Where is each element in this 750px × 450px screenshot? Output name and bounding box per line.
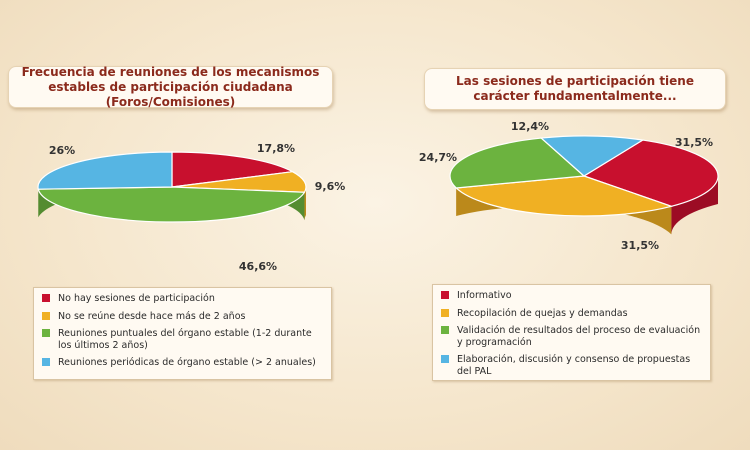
legend-swatch (42, 329, 50, 337)
slice-value-label: 31,5% (621, 239, 659, 252)
legend-item: Recopilación de quejas y demandas (441, 308, 702, 320)
legend-label: Recopilación de quejas y demandas (457, 307, 628, 319)
legend-swatch (42, 358, 50, 366)
pie-slice (582, 139, 719, 207)
legend-swatch (42, 311, 50, 320)
legend-swatch (441, 308, 449, 317)
slice-value-label: 9,6% (315, 180, 346, 193)
slice-value-label: 46,6% (239, 260, 277, 273)
chart-title-left-text: Frecuencia de reuniones de los mecanismo… (21, 64, 320, 109)
pie-slice (539, 135, 645, 177)
legend-item: Reuniones puntuales del órgano estable (… (42, 328, 323, 351)
legend-item: No se reúne desde hace más de 2 años (42, 311, 323, 323)
legend-right: Informativo Recopilación de quejas y dem… (432, 284, 711, 381)
slice-value-label: 17,8% (257, 142, 295, 155)
legend-item: Validación de resultados del proceso de … (441, 325, 702, 348)
pie-chart-right: 31,5% 31,5% 24,7% 12,4% (419, 120, 719, 252)
legend-label: Reuniones puntuales del órgano estable (… (58, 328, 312, 351)
pie-slice-side (304, 187, 306, 221)
legend-swatch (441, 355, 449, 363)
slice-value-label: 12,4% (511, 120, 549, 133)
pie-slice (37, 151, 173, 190)
slice-value-label: 26% (49, 144, 75, 157)
legend-item: Elaboración, discusión y consenso de pro… (441, 354, 702, 377)
legend-label: Validación de resultados del proceso de … (457, 325, 701, 348)
legend-label: No hay sesiones de participación (58, 293, 215, 304)
slice-value-label: 24,7% (419, 151, 457, 164)
slice-value-label: 31,5% (675, 136, 713, 149)
chart-title-left: Frecuencia de reuniones de los mecanismo… (8, 64, 333, 109)
legend-swatch (441, 291, 449, 299)
pie-slice (454, 175, 674, 217)
legend-item: No hay sesiones de participación (42, 293, 323, 305)
legend-label: No se reúne desde hace más de 2 años (58, 310, 246, 322)
legend-swatch (42, 294, 50, 302)
legend-label: Elaboración, discusión y consenso de pro… (457, 354, 691, 377)
legend-left: No hay sesiones de participación No se r… (33, 287, 332, 380)
pie-slice (171, 151, 295, 188)
chart-title-right: Las sesiones de participación tiene cará… (424, 68, 726, 110)
legend-swatch (441, 326, 449, 334)
pie-slice (449, 137, 586, 189)
legend-label: Reuniones periódicas de órgano estable (… (58, 357, 316, 368)
legend-item: Reuniones periódicas de órgano estable (… (42, 357, 323, 369)
legend-item: Informativo (441, 290, 702, 302)
pie-slice (37, 186, 306, 223)
chart-title-right-text: Las sesiones de participación tiene cará… (456, 74, 694, 103)
legend-label: Informativo (457, 290, 512, 301)
pie-chart-left: 17,8% 9,6% 46,6% 26% (37, 142, 346, 273)
